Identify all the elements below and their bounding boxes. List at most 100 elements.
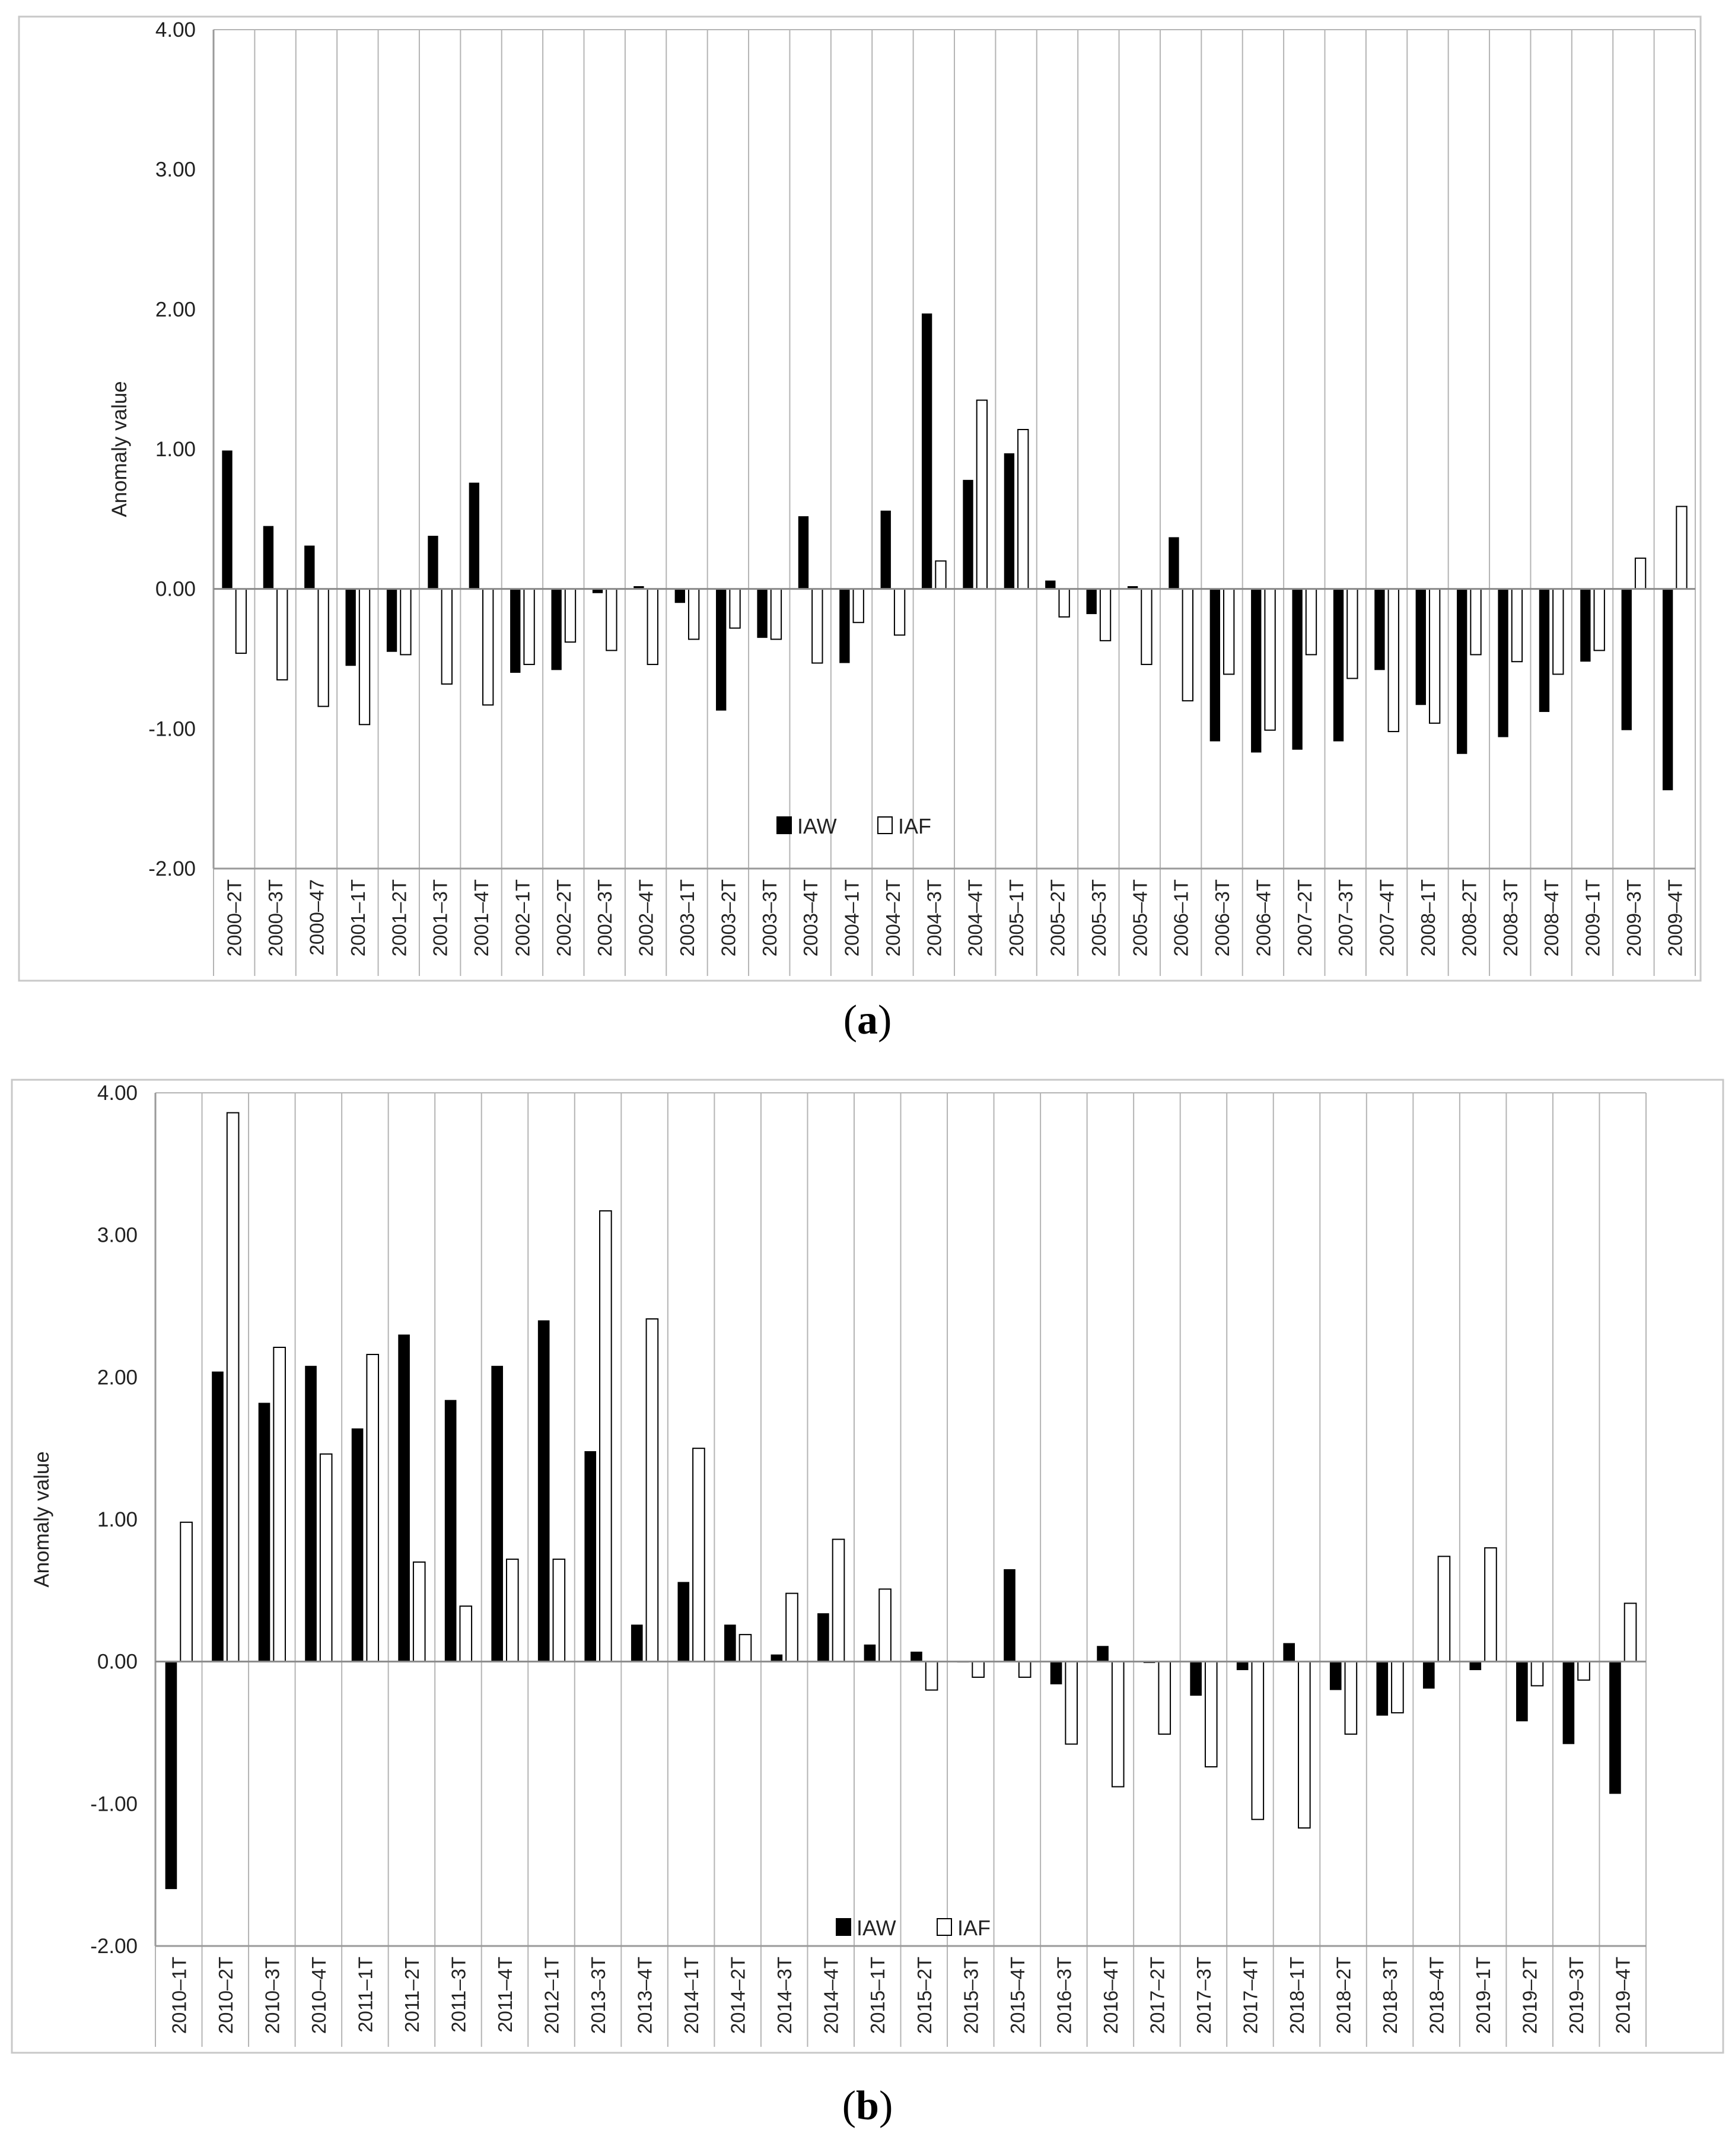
bar-iaw xyxy=(1562,1661,1575,1744)
chart-a: 4.00 3.00 2.00 1.00 0.00 -1.00 -2.00 Anomaly va… xyxy=(18,15,1702,982)
bar-iaf xyxy=(1017,429,1029,590)
bar-iaf xyxy=(1346,588,1358,679)
bar-iaw xyxy=(1004,1569,1015,1662)
bar-iaw xyxy=(911,1651,922,1662)
bar-iaw xyxy=(592,589,603,593)
legend-swatch-iaw xyxy=(776,816,792,834)
bar-iaw xyxy=(633,586,644,589)
bar-iaf xyxy=(552,1559,566,1662)
bar-iaw xyxy=(631,1624,643,1662)
x-tick-label: 2002–2T xyxy=(553,879,575,956)
bar-iaw xyxy=(757,589,768,638)
y-tick-label: 0.00 xyxy=(155,578,196,601)
x-tick-label: 2016–4T xyxy=(1100,1957,1122,2034)
x-tick-label: 2019–3T xyxy=(1565,1957,1587,2034)
bar-iaw xyxy=(1045,580,1056,589)
bar-iaw xyxy=(1251,589,1262,753)
bar-iaf xyxy=(738,1634,752,1662)
x-tick-label: 2018–4T xyxy=(1426,1957,1448,2034)
x-tick-label: 2008–3T xyxy=(1500,879,1521,956)
bar-iaf xyxy=(358,588,371,726)
x-tick-label: 2007–4T xyxy=(1376,879,1398,956)
bar-iaw xyxy=(963,479,973,589)
x-tick-label: 2013–3T xyxy=(587,1957,609,2034)
bar-iaf xyxy=(180,1521,193,1662)
x-tick-label: 2009–3T xyxy=(1623,879,1645,956)
x-tick-label: 2008–4T xyxy=(1540,879,1562,956)
bar-iaf xyxy=(976,399,988,590)
bar-iaf xyxy=(1018,1661,1032,1678)
bar-iaw xyxy=(677,1582,690,1662)
legend-label-iaw: IAW xyxy=(857,1916,896,1940)
bar-iaf xyxy=(1111,1661,1125,1788)
y-tick-label: 3.00 xyxy=(97,1224,138,1247)
bar-iaw xyxy=(428,536,438,589)
x-tick-label: 2004–2T xyxy=(882,879,904,956)
bar-iaw xyxy=(1333,589,1344,742)
chart-panel-a: 4.00 3.00 2.00 1.00 0.00 -1.00 -2.00 Anomaly va… xyxy=(0,0,1735,1009)
bar-iaf xyxy=(1437,1556,1451,1662)
bar-iaf xyxy=(1158,1661,1171,1735)
x-tick-label: 2005–2T xyxy=(1046,879,1068,956)
bar-iaf xyxy=(599,1210,612,1662)
x-tick-label: 2008–1T xyxy=(1417,879,1439,956)
bar-iaf xyxy=(1344,1661,1358,1735)
x-tick-label: 2019–4T xyxy=(1612,1957,1634,2034)
bar-iaf xyxy=(1577,1661,1590,1681)
bar-iaf xyxy=(647,588,658,665)
bar-iaw xyxy=(398,1334,410,1662)
bar-iaf xyxy=(692,1448,705,1662)
y-tick-label: -1.00 xyxy=(90,1792,138,1815)
bar-iaw xyxy=(1329,1661,1342,1690)
bar-iaw xyxy=(386,589,397,652)
bar-iaw xyxy=(258,1403,270,1662)
x-tick-label: 2014–2T xyxy=(727,1957,749,2034)
x-tick-label: 2001–4T xyxy=(470,879,492,956)
bar-iaf xyxy=(852,588,864,624)
bar-iaf xyxy=(235,588,247,654)
x-tick-label: 2014–3T xyxy=(773,1957,795,2034)
chart-border xyxy=(18,15,1702,982)
caption-a-letter: a xyxy=(857,997,878,1043)
x-tick-label: 2000–2T xyxy=(224,879,246,956)
x-tick-label: 2012–1T xyxy=(541,1957,563,2034)
bar-iaf xyxy=(935,560,947,590)
x-tick-label: 2003–3T xyxy=(759,879,781,956)
bar-iaf xyxy=(1634,557,1647,590)
caption-b-letter: b xyxy=(856,2083,879,2129)
bar-iaf xyxy=(400,588,412,656)
bar-iaw xyxy=(469,482,480,589)
x-tick-label: 2001–2T xyxy=(388,879,410,956)
x-tick-label: 2014–4T xyxy=(820,1957,842,2034)
bar-iaw xyxy=(1498,589,1508,737)
bar-iaf xyxy=(645,1318,659,1662)
bar-iaw xyxy=(1457,589,1467,754)
x-tick-label: 2018–1T xyxy=(1286,1957,1308,2034)
bar-iaw xyxy=(444,1400,457,1662)
legend-swatch-iaf xyxy=(877,816,893,834)
x-tick-label: 2007–3T xyxy=(1335,879,1357,956)
bar-iaf xyxy=(564,588,577,643)
x-tick-label: 2017–3T xyxy=(1193,1957,1215,2034)
y-axis-title: Anomaly value xyxy=(30,1451,53,1588)
x-tick-label: 2005–3T xyxy=(1088,879,1110,956)
x-tick-label: 2017–2T xyxy=(1146,1957,1168,2034)
bar-iaf xyxy=(319,1453,333,1662)
y-axis-title: Anomaly value xyxy=(108,381,131,517)
bar-iaf xyxy=(832,1538,845,1662)
bar-iaw xyxy=(1662,589,1673,791)
bar-iaw xyxy=(1580,589,1591,662)
legend-swatch-iaf xyxy=(937,1918,952,1936)
caption-b: (b) xyxy=(842,2083,893,2129)
bar-iaf xyxy=(273,1347,286,1662)
x-tick-label: 2015–4T xyxy=(1007,1957,1029,2034)
bar-iaw xyxy=(1209,589,1221,742)
bar-iaf xyxy=(972,1661,985,1678)
y-tick-label: 0.00 xyxy=(97,1651,138,1674)
bar-iaw xyxy=(1169,537,1179,589)
bar-iaw xyxy=(584,1451,597,1662)
bar-iaw xyxy=(1127,586,1138,589)
x-tick-label: 2014–1T xyxy=(680,1957,702,2034)
bar-iaf xyxy=(1623,1602,1637,1662)
bar-iaf xyxy=(1552,588,1564,675)
